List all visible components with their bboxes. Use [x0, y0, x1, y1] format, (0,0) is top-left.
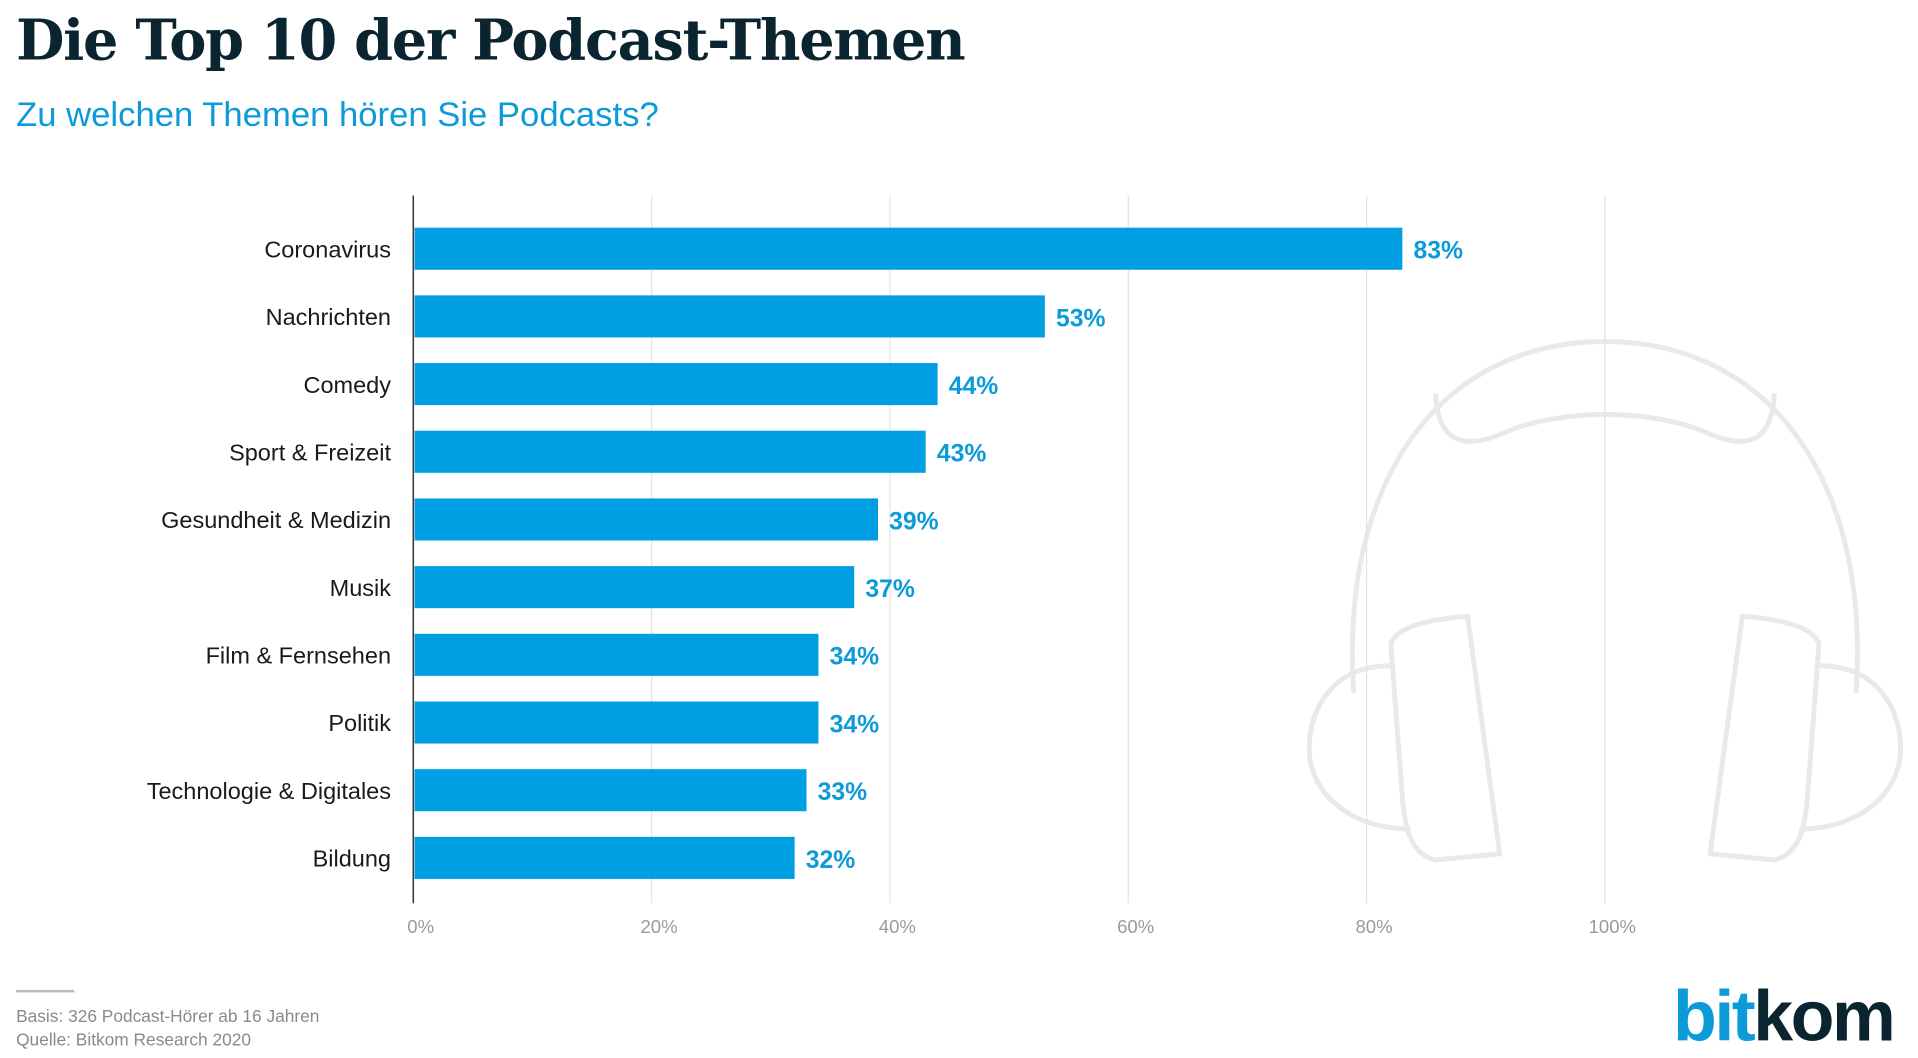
x-tick-label: 40% [879, 916, 916, 937]
logo-part1: bit [1672, 976, 1756, 1057]
x-tick-label: 60% [1117, 916, 1154, 937]
bitkom-logo: bitkom [1672, 975, 1896, 1058]
category-label: Film & Fernsehen [206, 642, 391, 668]
x-tick-label: 80% [1355, 916, 1392, 937]
category-label: Comedy [304, 372, 392, 398]
chart-subtitle: Zu welchen Themen hören Sie Podcasts? [16, 95, 659, 134]
value-label: 43% [937, 441, 987, 468]
category-label: Bildung [313, 846, 391, 872]
category-label: Musik [330, 575, 392, 601]
logo-part2: kom [1753, 976, 1896, 1057]
category-label: Politik [328, 710, 391, 736]
bar [414, 633, 819, 676]
value-label: 44% [949, 373, 999, 400]
bar [414, 566, 855, 609]
category-label: Gesundheit & Medizin [161, 507, 391, 533]
value-label: 53% [1056, 305, 1106, 332]
footer-source: Quelle: Bitkom Research 2020 [16, 1029, 252, 1050]
footer-basis: Basis: 326 Podcast-Hörer ab 16 Jahren [16, 1006, 320, 1026]
x-tick-label: 100% [1589, 916, 1636, 937]
category-label: Technologie & Digitales [147, 778, 391, 804]
bar [414, 430, 926, 473]
value-label: 37% [865, 576, 915, 603]
bar [414, 769, 807, 812]
category-label: Coronavirus [264, 236, 391, 262]
value-label: 34% [830, 644, 880, 671]
x-tick-label: 20% [640, 916, 677, 937]
category-label: Nachrichten [266, 304, 391, 330]
bar [414, 701, 819, 744]
chart-title: Die Top 10 der Podcast-Themen [16, 7, 966, 74]
category-label: Sport & Freizeit [229, 439, 391, 465]
value-label: 34% [830, 711, 880, 738]
x-tick-label: 0% [407, 916, 434, 937]
bar [414, 498, 879, 541]
bar [414, 836, 795, 879]
value-label: 39% [889, 508, 939, 535]
bar [414, 295, 1045, 338]
footer-divider [16, 989, 75, 993]
value-label: 33% [818, 779, 868, 806]
bar [414, 363, 938, 406]
value-label: 83% [1413, 238, 1463, 265]
value-label: 32% [806, 847, 856, 874]
bar [414, 227, 1403, 270]
